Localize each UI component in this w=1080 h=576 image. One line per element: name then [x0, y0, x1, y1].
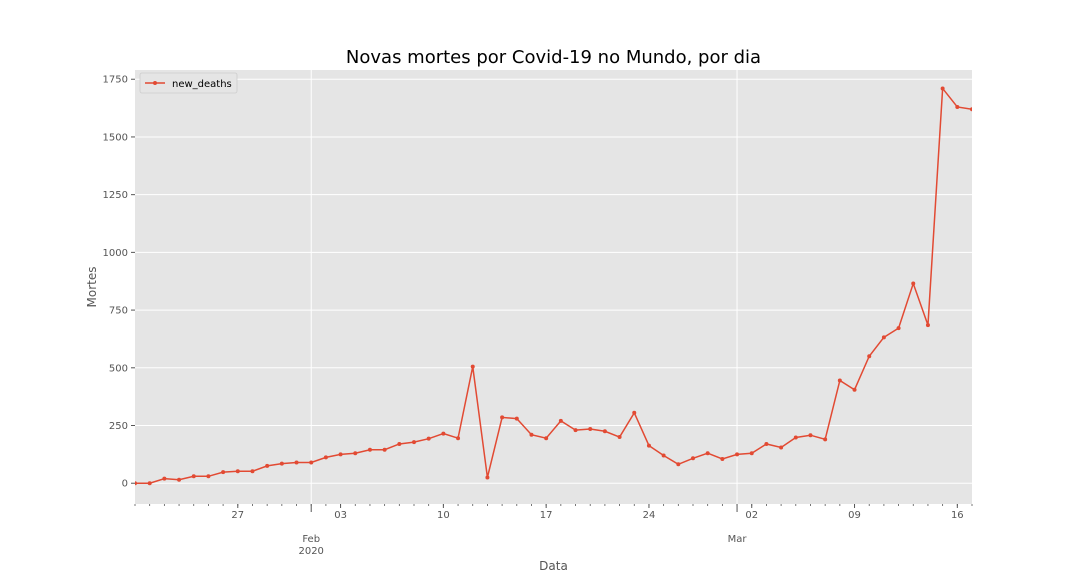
chart-title: Novas mortes por Covid-19 no Mundo, por … — [346, 47, 761, 68]
data-point — [294, 460, 299, 465]
data-point — [441, 431, 446, 436]
data-point — [808, 433, 813, 438]
data-point — [691, 456, 695, 461]
data-point — [676, 462, 681, 467]
data-point — [735, 452, 740, 457]
data-point — [749, 451, 754, 456]
data-point — [250, 469, 255, 474]
data-point — [955, 104, 960, 109]
data-point — [456, 436, 461, 441]
data-point — [147, 481, 152, 486]
y-tick-label: 500 — [109, 363, 128, 374]
data-point — [837, 378, 842, 383]
data-point — [661, 453, 666, 458]
data-point — [470, 364, 475, 369]
x-tick-label: 17 — [540, 510, 553, 521]
data-point — [867, 354, 872, 359]
data-point — [852, 387, 857, 392]
data-point — [602, 429, 607, 434]
x-major-tick-label: Feb — [302, 534, 320, 545]
data-point — [823, 437, 828, 442]
x-tick-label: 10 — [437, 510, 450, 521]
x-tick-label: 16 — [951, 510, 964, 521]
legend-marker — [153, 81, 157, 85]
x-major-tick-sublabel: 2020 — [298, 546, 323, 557]
data-point — [206, 474, 211, 479]
data-point — [573, 428, 578, 433]
x-tick-label: 03 — [334, 510, 347, 521]
x-tick-label: 24 — [643, 510, 656, 521]
data-point — [135, 481, 137, 486]
data-point — [500, 415, 505, 420]
data-point — [544, 436, 549, 441]
data-point — [397, 441, 402, 446]
y-tick-label: 250 — [109, 421, 128, 432]
y-tick-label: 750 — [109, 306, 128, 317]
y-tick-label: 1000 — [103, 248, 128, 259]
x-axis-label: Data — [539, 559, 568, 573]
data-point — [970, 107, 972, 112]
data-point — [338, 452, 343, 457]
data-point — [485, 475, 490, 480]
data-point — [764, 441, 769, 446]
legend-box — [139, 72, 238, 94]
data-point — [382, 447, 387, 452]
data-point — [720, 456, 725, 461]
series-new_deaths — [135, 86, 972, 486]
data-point — [279, 461, 284, 466]
data-point — [911, 281, 916, 286]
legend-entry-new-deaths: new_deaths — [172, 79, 232, 90]
y-tick-label: 1250 — [103, 190, 128, 201]
y-tick-label: 0 — [122, 479, 128, 490]
data-point — [705, 451, 710, 456]
data-point — [412, 440, 416, 445]
data-point — [514, 416, 519, 421]
data-point — [940, 86, 945, 91]
data-point — [617, 435, 622, 440]
data-point — [309, 460, 314, 465]
y-tick-label: 1500 — [103, 132, 128, 143]
y-axis-label: Mortes — [85, 267, 99, 308]
data-point — [367, 447, 372, 452]
data-point — [529, 432, 534, 437]
data-point — [588, 426, 593, 431]
data-point — [426, 436, 431, 441]
data-point — [323, 455, 328, 460]
data-point — [793, 435, 798, 440]
x-tick-label: 27 — [231, 510, 244, 521]
x-tick-label: 02 — [745, 510, 758, 521]
data-point — [646, 443, 651, 448]
data-point — [779, 445, 784, 450]
data-point — [191, 474, 196, 479]
y-tick-label: 1750 — [103, 75, 128, 86]
data-point — [177, 477, 182, 482]
data-point — [632, 410, 637, 415]
data-point — [221, 470, 226, 475]
plot-background — [135, 70, 972, 504]
data-point — [881, 335, 886, 340]
data-point — [265, 463, 270, 468]
data-point — [353, 451, 358, 456]
data-point — [896, 326, 901, 331]
x-major-tick-label: Mar — [728, 534, 748, 545]
legend: new_deaths — [139, 72, 238, 94]
series-line — [135, 86, 972, 484]
data-point — [235, 469, 240, 474]
x-tick-label: 09 — [848, 510, 861, 521]
data-point — [925, 323, 930, 328]
data-point — [558, 418, 563, 423]
data-point — [162, 476, 167, 481]
series-layer — [135, 86, 972, 486]
grid-lines — [135, 70, 972, 504]
